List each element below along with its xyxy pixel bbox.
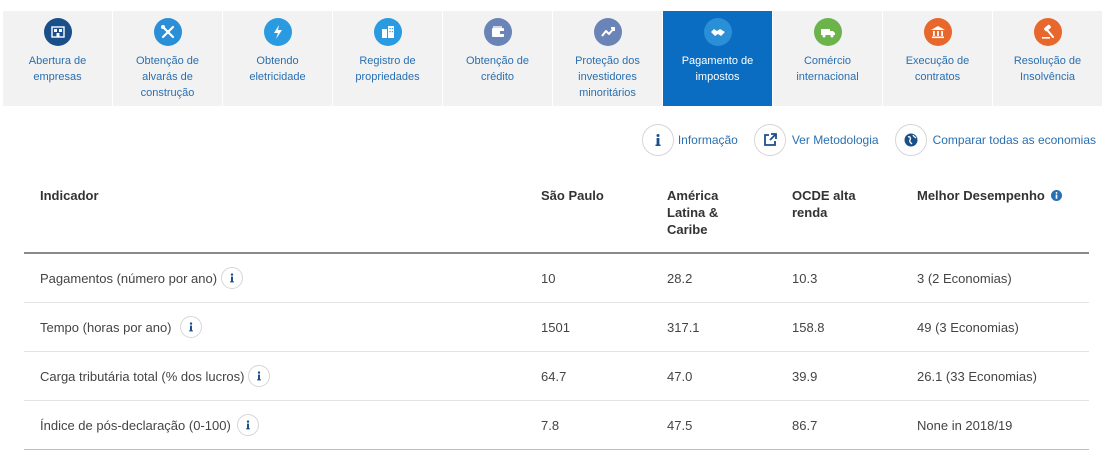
indicator-label: Carga tributária total (% dos lucros)	[40, 368, 245, 384]
value-region: 47.0	[667, 368, 693, 384]
header-city: São Paulo	[541, 188, 604, 203]
tab-pagamento-de-impostos[interactable]: Pagamento de impostos	[663, 11, 772, 106]
info-icon[interactable]	[248, 365, 271, 387]
indicator-cell: Pagamentos (número por ano)	[24, 267, 525, 289]
header-best: Melhor Desempenho	[917, 188, 1045, 203]
header-indicator: Indicador	[40, 188, 99, 203]
value-oecd: 39.9	[792, 368, 818, 384]
value-city: 64.7	[541, 368, 567, 384]
table-row: Carga tributária total (% dos lucros) 64…	[24, 352, 1089, 401]
value-oecd: 158.8	[792, 319, 825, 335]
info-icon[interactable]	[179, 316, 202, 338]
table-row: Pagamentos (número por ano) 10 28.2 10.3…	[24, 254, 1089, 303]
header-best-cell: Melhor Desempenho	[901, 172, 1089, 252]
value-best: None in 2018/19	[917, 417, 1013, 433]
tab-label: Obtenção de alvarás de construção	[136, 55, 199, 99]
info-link[interactable]: Informação	[641, 124, 738, 156]
methodology-link[interactable]: Ver Metodologia	[753, 124, 879, 156]
tab-abertura-de-empresas[interactable]: Abertura de empresas	[3, 11, 112, 106]
methodology-link-label: Ver Metodologia	[791, 133, 879, 147]
indicator-cell: Carga tributária total (% dos lucros)	[24, 365, 525, 387]
value-region: 47.5	[667, 417, 693, 433]
header-region: América Latina & Caribe	[667, 188, 719, 237]
value-oecd: 10.3	[792, 270, 818, 286]
value-city: 7.8	[541, 417, 560, 433]
info-icon[interactable]	[1051, 190, 1063, 201]
trend-icon	[593, 18, 622, 46]
indicator-label: Pagamentos (número por ano)	[40, 270, 218, 286]
tab-comercio-internacional[interactable]: Comércio internacional	[773, 11, 882, 106]
compare-link[interactable]: Comparar todas as economias	[894, 124, 1096, 156]
info-icon[interactable]	[221, 267, 244, 289]
tools-icon	[153, 18, 182, 46]
tab-obtendo-eletricidade[interactable]: Obtendo eletricidade	[223, 11, 332, 106]
tab-label: Proteção dos investidores minoritários	[575, 55, 640, 99]
indicator-label: Índice de pós-declaração (0-100)	[40, 417, 231, 433]
compare-link-label: Comparar todas as economias	[932, 133, 1096, 147]
globe-icon	[894, 124, 927, 156]
action-links: Informação Ver Metodologia Comparar toda…	[626, 124, 1096, 156]
buildings-icon	[373, 18, 402, 46]
tab-resolucao-de-insolvencia[interactable]: Resolução de Insolvência	[993, 11, 1102, 106]
value-city: 10	[541, 270, 556, 286]
tab-label: Abertura de empresas	[28, 55, 87, 83]
info-link-label: Informação	[677, 133, 738, 147]
building-icon	[43, 18, 72, 46]
tab-obtencao-de-credito[interactable]: Obtenção de crédito	[443, 11, 552, 106]
courthouse-icon	[923, 18, 952, 46]
gavel-icon	[1033, 18, 1062, 46]
info-icon	[641, 124, 674, 156]
tab-label: Resolução de Insolvência	[1013, 55, 1082, 83]
value-best: 49 (3 Economias)	[917, 319, 1019, 335]
tab-registro-de-propriedades[interactable]: Registro de propriedades	[333, 11, 442, 106]
tab-protecao-dos-investidores[interactable]: Proteção dos investidores minoritários	[553, 11, 662, 106]
table-header: Indicador São Paulo América Latina & Car…	[24, 172, 1089, 254]
truck-icon	[813, 18, 842, 46]
table-row: Índice de pós-declaração (0-100) 7.8 47.…	[24, 401, 1089, 450]
tab-obtencao-de-alvaras[interactable]: Obtenção de alvarás de construção	[113, 11, 222, 106]
indicator-cell: Tempo (horas por ano)	[24, 316, 525, 338]
table-row: Tempo (horas por ano) 1501 317.1 158.8 4…	[24, 303, 1089, 352]
tab-execucao-de-contratos[interactable]: Execução de contratos	[883, 11, 992, 106]
tab-label: Obtenção de crédito	[466, 55, 529, 83]
handshake-icon	[703, 18, 732, 46]
header-oecd: OCDE alta renda	[792, 188, 856, 220]
value-region: 28.2	[667, 270, 693, 286]
indicator-label: Tempo (horas por ano)	[40, 319, 172, 335]
topic-tabs: Abertura de empresas Obtenção de alvarás…	[3, 11, 1103, 106]
lightning-icon	[263, 18, 292, 46]
value-city: 1501	[541, 319, 570, 335]
indicators-table: Indicador São Paulo América Latina & Car…	[24, 172, 1089, 450]
value-best: 3 (2 Economias)	[917, 270, 1012, 286]
value-oecd: 86.7	[792, 417, 818, 433]
tab-label: Comércio internacional	[796, 55, 859, 83]
info-icon[interactable]	[236, 414, 259, 436]
value-best: 26.1 (33 Economias)	[917, 368, 1037, 384]
indicator-cell: Índice de pós-declaração (0-100)	[24, 414, 525, 436]
wallet-icon	[483, 18, 512, 46]
tab-label: Registro de propriedades	[355, 55, 420, 83]
external-link-icon	[753, 124, 786, 156]
tab-label: Pagamento de impostos	[681, 55, 754, 83]
tab-label: Obtendo eletricidade	[249, 55, 306, 83]
value-region: 317.1	[667, 319, 700, 335]
tab-label: Execução de contratos	[905, 55, 970, 83]
